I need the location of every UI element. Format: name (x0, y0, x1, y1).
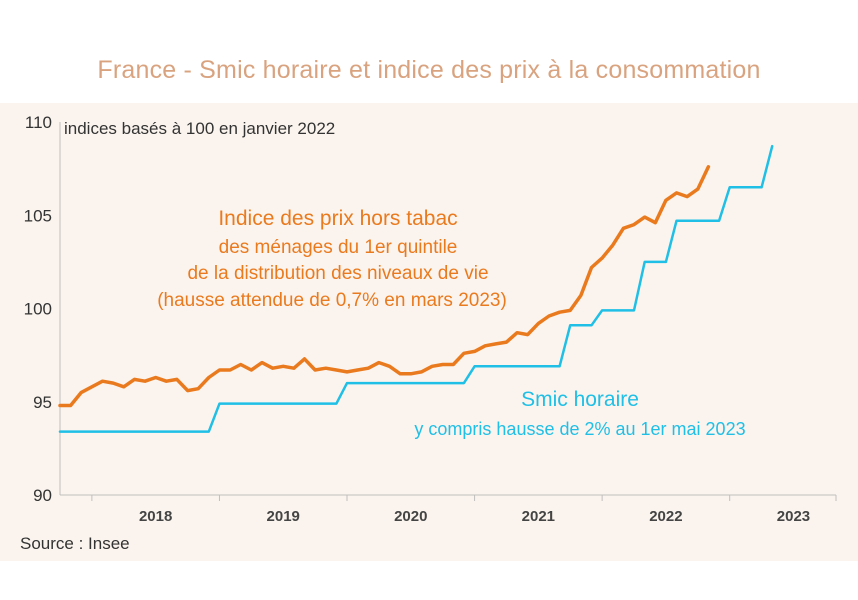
smic-label-line-2: y compris hausse de 2% au 1er mai 2023 (414, 419, 745, 439)
series-layer (58, 144, 774, 433)
chart-title: France - Smic horaire et indice des prix… (97, 56, 761, 84)
smic-line (58, 144, 774, 433)
smic-label-line-1: Smic horaire (521, 388, 639, 411)
chart-panel (0, 103, 858, 561)
x-tick-label: 2022 (649, 508, 682, 525)
y-tick-label: 110 (25, 113, 52, 132)
x-tick-label: 2019 (267, 508, 300, 525)
cpi-label-line-3: de la distribution des niveaux de vie (187, 263, 488, 284)
cpi-line (58, 165, 711, 408)
smic-label: Smic horaire y compris hausse de 2% au 1… (414, 388, 745, 439)
x-tick-label: 2020 (394, 508, 427, 525)
y-tick-label: 100 (24, 300, 52, 319)
y-tick-label: 95 (33, 393, 52, 412)
axis-annotation: indices basés à 100 en janvier 2022 (64, 119, 335, 138)
x-ticks: 2018 2019 2020 2021 2022 2023 (91, 495, 837, 525)
cpi-label: Indice des prix hors tabac des ménages d… (157, 207, 507, 311)
cpi-label-line-2: des ménages du 1er quintile (219, 237, 458, 258)
y-ticks: 90 95 100 105 110 (24, 113, 52, 505)
x-tick-label: 2021 (522, 508, 555, 525)
y-tick-label: 105 (24, 206, 52, 225)
cpi-label-line-1: Indice des prix hors tabac (218, 207, 457, 230)
y-tick-label: 90 (33, 486, 52, 505)
source-note: Source : Insee (20, 534, 130, 553)
x-tick-label: 2018 (139, 508, 172, 525)
cpi-label-line-4: (hausse attendue de 0,7% en mars 2023) (157, 290, 507, 311)
x-tick-label: 2023 (777, 508, 810, 525)
